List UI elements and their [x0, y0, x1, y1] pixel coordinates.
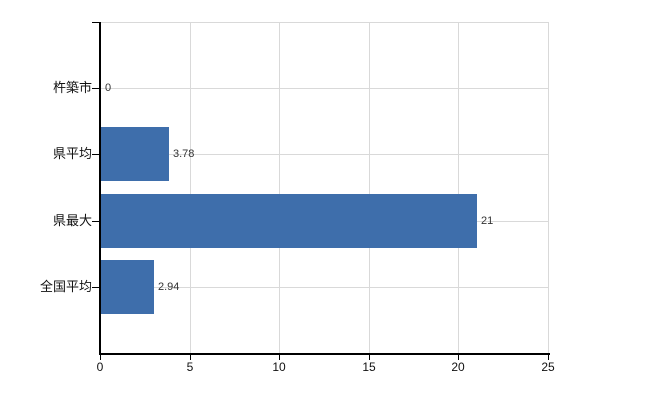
x-axis-line — [99, 353, 550, 355]
v-gridline — [548, 22, 549, 353]
x-axis-tick-mark — [369, 355, 370, 360]
x-tick-label: 0 — [96, 360, 104, 374]
x-axis-tick-mark — [279, 355, 280, 360]
bar-value-label: 0 — [105, 82, 112, 94]
x-axis-tick-mark — [190, 355, 191, 360]
y-axis-tick-mark — [92, 154, 99, 155]
v-gridline — [279, 22, 280, 353]
category-label: 全国平均 — [39, 279, 92, 294]
y-axis-tick-mark — [92, 287, 99, 288]
y-axis-tick-mark — [92, 22, 99, 23]
category-label: 県最大 — [52, 213, 92, 228]
h-gridline — [100, 88, 548, 89]
bar — [101, 194, 477, 248]
plot-top-border — [100, 22, 548, 23]
bar-value-label: 21 — [481, 215, 494, 227]
bar-value-label: 3.78 — [173, 148, 195, 160]
bar — [101, 127, 169, 181]
bar — [101, 260, 154, 314]
x-axis-tick-mark — [548, 355, 549, 360]
x-tick-label: 25 — [541, 360, 555, 374]
bar-value-label: 2.94 — [158, 281, 180, 293]
x-tick-label: 20 — [451, 360, 465, 374]
v-gridline — [458, 22, 459, 353]
y-axis-tick-mark — [92, 88, 99, 89]
h-gridline — [100, 154, 548, 155]
x-tick-label: 10 — [272, 360, 286, 374]
category-label: 県平均 — [52, 146, 92, 161]
x-tick-label: 15 — [362, 360, 376, 374]
y-axis-line — [99, 22, 101, 355]
category-label: 杵築市 — [52, 80, 92, 95]
x-axis-tick-mark — [458, 355, 459, 360]
y-axis-tick-mark — [92, 221, 99, 222]
h-gridline — [100, 287, 548, 288]
v-gridline — [369, 22, 370, 353]
v-gridline — [190, 22, 191, 353]
x-axis-tick-mark — [100, 355, 101, 360]
x-tick-label: 5 — [186, 360, 194, 374]
